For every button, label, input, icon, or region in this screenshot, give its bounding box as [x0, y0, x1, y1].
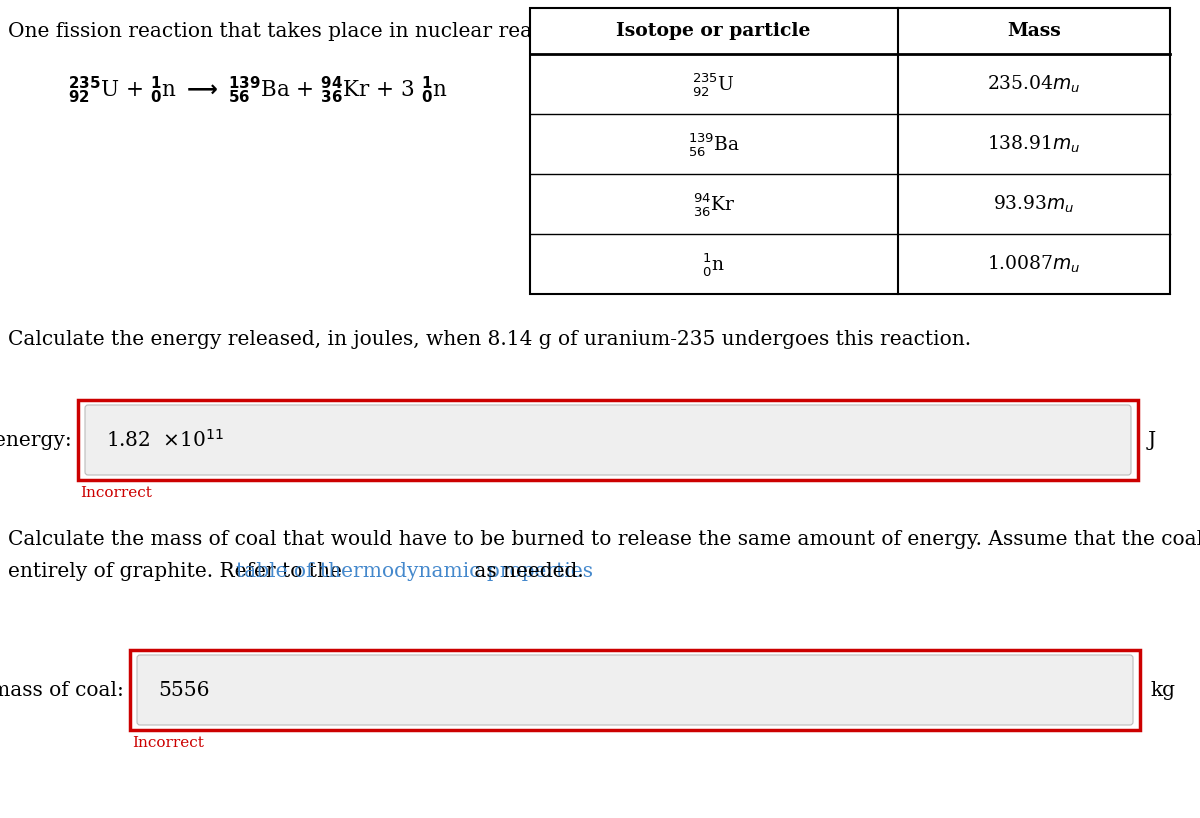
- Text: as needed.: as needed.: [468, 562, 583, 581]
- Text: $^{235}_{92}$U: $^{235}_{92}$U: [692, 70, 736, 97]
- Text: $^{1}_{0}$n: $^{1}_{0}$n: [702, 250, 725, 277]
- Text: One fission reaction that takes place in nuclear reactors is: One fission reaction that takes place in…: [8, 22, 607, 41]
- Text: $\mathbf{^{235}_{92}}$U + $\mathbf{^{1}_{0}}$n $\mathbf{\longrightarrow}$ $\math: $\mathbf{^{235}_{92}}$U + $\mathbf{^{1}_…: [68, 75, 448, 106]
- Text: Mass: Mass: [1007, 22, 1061, 40]
- Text: Isotope or particle: Isotope or particle: [617, 22, 811, 40]
- Bar: [130, 650, 1140, 730]
- Text: 1.0087$m_u$: 1.0087$m_u$: [986, 254, 1080, 275]
- Text: mass of coal:: mass of coal:: [0, 681, 124, 699]
- Text: 93.93$m_u$: 93.93$m_u$: [992, 193, 1074, 214]
- Text: $^{139}_{56}$Ba: $^{139}_{56}$Ba: [688, 131, 739, 158]
- Text: J: J: [1148, 430, 1156, 450]
- Text: kg: kg: [1150, 681, 1175, 699]
- Text: 5556: 5556: [158, 681, 210, 699]
- Text: Incorrect: Incorrect: [132, 736, 204, 750]
- Bar: [530, 8, 1170, 294]
- FancyBboxPatch shape: [85, 405, 1132, 475]
- FancyBboxPatch shape: [137, 655, 1133, 725]
- Text: table of thermodynamic properties: table of thermodynamic properties: [236, 562, 593, 581]
- Bar: [78, 400, 1138, 480]
- Text: $^{94}_{36}$Kr: $^{94}_{36}$Kr: [692, 191, 734, 218]
- Text: Incorrect: Incorrect: [80, 486, 152, 500]
- Text: 1.82  $\times$10$^{11}$: 1.82 $\times$10$^{11}$: [106, 429, 224, 451]
- Text: energy:: energy:: [0, 430, 72, 450]
- Text: Calculate the energy released, in joules, when 8.14 g of uranium-235 undergoes t: Calculate the energy released, in joules…: [8, 330, 971, 349]
- Text: entirely of graphite. Refer to the: entirely of graphite. Refer to the: [8, 562, 348, 581]
- Text: 138.91$m_u$: 138.91$m_u$: [988, 133, 1080, 155]
- Text: 235.04$m_u$: 235.04$m_u$: [986, 74, 1080, 95]
- Text: Calculate the mass of coal that would have to be burned to release the same amou: Calculate the mass of coal that would ha…: [8, 530, 1200, 549]
